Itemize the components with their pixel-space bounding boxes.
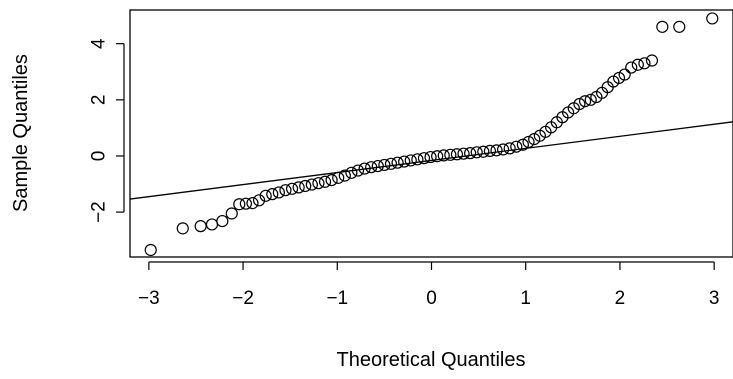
data-point bbox=[503, 142, 516, 155]
data-point bbox=[417, 152, 431, 165]
data-point bbox=[365, 161, 378, 174]
data-point bbox=[398, 155, 411, 168]
data-point bbox=[490, 144, 503, 157]
x-tick-label: 2 bbox=[615, 288, 626, 309]
data-point bbox=[384, 157, 398, 170]
x-tick-label: −3 bbox=[138, 288, 160, 309]
reference-line bbox=[129, 121, 733, 200]
reference-line-layer bbox=[129, 121, 733, 200]
data-point bbox=[299, 179, 312, 193]
x-tick-label: 3 bbox=[709, 288, 720, 309]
data-point bbox=[325, 173, 338, 187]
data-point bbox=[312, 177, 325, 190]
data-point bbox=[318, 175, 332, 188]
data-point bbox=[404, 154, 417, 167]
data-point bbox=[645, 54, 659, 67]
data-point bbox=[233, 198, 246, 211]
y-tick-label: −2 bbox=[89, 201, 110, 223]
data-point bbox=[411, 153, 424, 166]
data-point bbox=[625, 61, 638, 74]
y-tick-label: 2 bbox=[89, 95, 110, 106]
data-point bbox=[584, 93, 597, 106]
x-tick-label: −2 bbox=[232, 288, 254, 309]
y-tick-label: 0 bbox=[89, 151, 110, 162]
data-point bbox=[378, 158, 391, 172]
data-point bbox=[706, 12, 719, 25]
data-point bbox=[279, 184, 292, 197]
plot-frame bbox=[129, 9, 733, 258]
data-point bbox=[631, 58, 644, 71]
data-point bbox=[437, 149, 450, 162]
data-point bbox=[176, 222, 189, 235]
data-point bbox=[578, 95, 592, 108]
data-point bbox=[673, 20, 686, 33]
data-point bbox=[144, 243, 157, 257]
data-point bbox=[205, 218, 219, 231]
data-point bbox=[431, 150, 444, 163]
data-point bbox=[332, 171, 345, 184]
data-point bbox=[618, 68, 631, 81]
data-point bbox=[497, 143, 510, 156]
data-point bbox=[457, 147, 470, 160]
data-point bbox=[464, 147, 477, 160]
x-axis-label: Theoretical Quantiles bbox=[337, 349, 526, 371]
y-tick-label: 4 bbox=[89, 38, 110, 49]
data-point bbox=[477, 145, 490, 158]
data-point bbox=[194, 220, 207, 233]
data-point bbox=[345, 166, 358, 179]
data-point bbox=[391, 156, 404, 169]
x-tick-label: 1 bbox=[520, 288, 531, 309]
data-point bbox=[656, 20, 669, 33]
y-axis: −2 0 2 4 bbox=[89, 38, 125, 223]
data-point bbox=[510, 140, 523, 153]
data-point bbox=[450, 148, 464, 161]
data-point bbox=[358, 162, 371, 175]
data-point bbox=[444, 148, 457, 161]
data-point bbox=[259, 189, 272, 202]
data-point bbox=[266, 188, 279, 201]
data-point bbox=[573, 97, 586, 111]
x-tick-label: 0 bbox=[426, 288, 437, 309]
data-point bbox=[516, 138, 529, 151]
data-point bbox=[305, 178, 318, 191]
data-point bbox=[371, 159, 384, 173]
x-tick-label: −1 bbox=[326, 288, 348, 309]
data-point bbox=[216, 214, 229, 228]
x-axis: −3 −2 −1 0 1 2 3 bbox=[138, 261, 720, 309]
data-point bbox=[470, 146, 483, 159]
data-point bbox=[522, 135, 535, 149]
points-layer bbox=[144, 12, 719, 257]
data-point bbox=[292, 181, 305, 194]
data-point bbox=[351, 164, 365, 177]
data-point bbox=[638, 57, 651, 70]
y-axis-label: Sample Quantiles bbox=[10, 54, 32, 212]
data-point bbox=[483, 144, 497, 158]
data-point bbox=[239, 197, 252, 210]
data-point bbox=[424, 150, 437, 164]
data-point bbox=[272, 186, 285, 199]
data-point bbox=[338, 169, 351, 182]
data-point bbox=[225, 207, 238, 220]
data-point bbox=[246, 197, 259, 210]
data-point bbox=[285, 182, 299, 195]
data-point bbox=[252, 194, 266, 207]
